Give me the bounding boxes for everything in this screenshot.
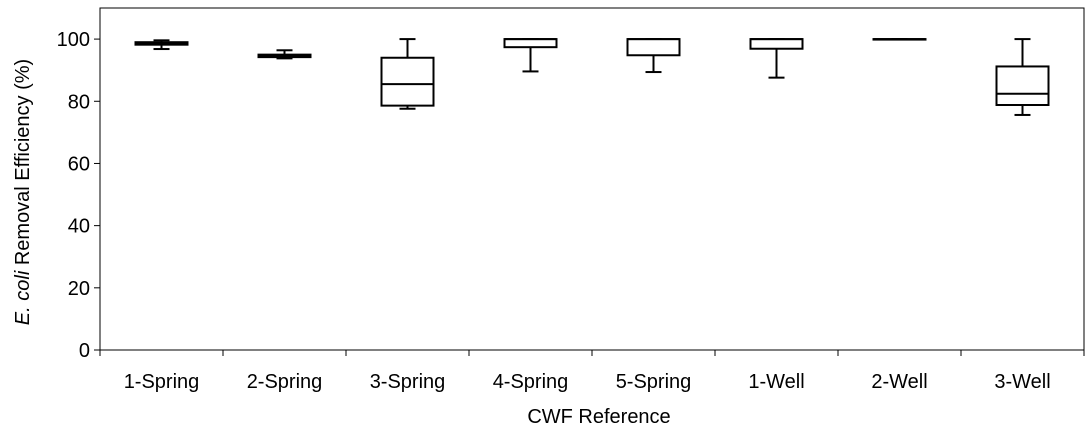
y-tick-label: 20 — [68, 278, 90, 300]
box-1-well — [749, 38, 804, 79]
x-category-label: 2-Well — [871, 371, 927, 393]
iqr-box — [995, 65, 1050, 107]
iqr-box — [503, 38, 558, 49]
x-category-label: 1-Spring — [124, 371, 200, 393]
x-category-label: 2-Spring — [247, 371, 323, 393]
x-category-label: 4-Spring — [493, 371, 569, 393]
box-3-well — [995, 38, 1050, 116]
iqr-box — [626, 38, 681, 57]
x-category-label: 5-Spring — [616, 371, 692, 393]
iqr-box — [749, 38, 804, 50]
boxes — [134, 38, 1050, 116]
y-tick-label: 60 — [68, 153, 90, 175]
x-category-label: 1-Well — [748, 371, 804, 393]
y-tick-label: 100 — [57, 29, 90, 51]
y-axis-title: E. coli Removal Efficiency (%) — [12, 59, 34, 325]
x-category-label: 3-Well — [994, 371, 1050, 393]
plot-frame — [99, 7, 1085, 351]
y-tick-label: 0 — [79, 340, 90, 362]
box-1-spring — [134, 39, 189, 51]
box-2-spring — [257, 49, 312, 60]
y-tick-label: 80 — [68, 91, 90, 113]
y-tick-label: 40 — [68, 216, 90, 238]
x-axis: 1-Spring 2-Spring 3-Spring 4-Spring 5-Spring… — [99, 350, 1085, 393]
y-axis: 0 20 40 60 80 100 — [57, 29, 100, 362]
iqr-box — [380, 56, 435, 107]
box-4-spring — [503, 38, 558, 73]
x-axis-title: CWF Reference — [527, 406, 670, 428]
y-axis-title-rest: Removal Efficiency (%) — [12, 59, 34, 271]
box-2-well — [872, 38, 927, 41]
box-5-spring — [626, 38, 681, 74]
x-category-label: 3-Spring — [370, 371, 446, 393]
box-3-spring — [380, 38, 435, 110]
y-axis-title-italic: E. coli — [12, 270, 34, 325]
plot-area — [99, 7, 1085, 351]
